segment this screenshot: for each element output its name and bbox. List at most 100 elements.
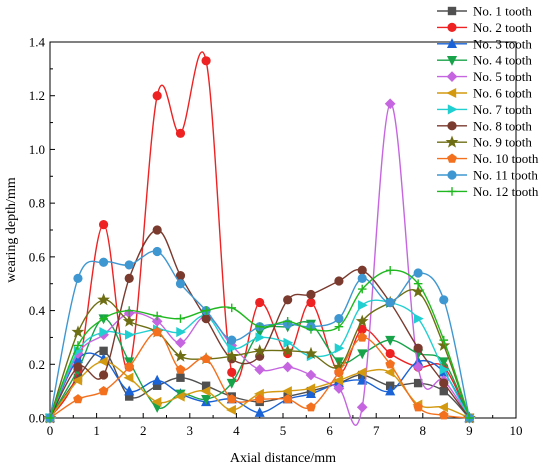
legend-marker bbox=[445, 135, 459, 148]
x-tick-label: 5 bbox=[280, 423, 287, 438]
data-point bbox=[255, 322, 264, 331]
data-point bbox=[73, 394, 83, 404]
data-point bbox=[439, 386, 448, 396]
data-point bbox=[305, 383, 316, 394]
data-point bbox=[438, 410, 449, 420]
legend-marker bbox=[447, 153, 457, 163]
data-point bbox=[437, 338, 451, 351]
data-point bbox=[73, 273, 83, 283]
data-point bbox=[98, 386, 109, 396]
data-point bbox=[125, 329, 135, 340]
legend-item: No. 9 tooth bbox=[437, 135, 532, 150]
data-point bbox=[306, 402, 316, 412]
legend-marker bbox=[446, 38, 458, 48]
data-point bbox=[439, 295, 449, 305]
data-point bbox=[152, 246, 162, 257]
y-tick-label: 0.2 bbox=[29, 357, 45, 372]
series-10 bbox=[45, 327, 475, 423]
data-point bbox=[227, 335, 237, 345]
data-point bbox=[99, 327, 110, 338]
data-point bbox=[356, 367, 367, 378]
data-point bbox=[438, 402, 448, 413]
x-tick-label: 0 bbox=[47, 423, 54, 438]
data-point bbox=[306, 325, 316, 334]
data-point bbox=[357, 284, 367, 294]
data-point bbox=[254, 406, 265, 417]
data-point bbox=[226, 394, 237, 404]
data-point bbox=[385, 385, 396, 396]
data-point bbox=[124, 385, 135, 396]
legend-item: No. 7 tooth bbox=[437, 102, 532, 117]
data-point bbox=[255, 332, 266, 343]
data-point bbox=[413, 279, 423, 289]
data-point bbox=[254, 364, 266, 376]
data-point bbox=[384, 98, 396, 110]
data-point bbox=[465, 413, 474, 423]
data-point bbox=[283, 337, 294, 348]
data-point bbox=[174, 391, 185, 402]
data-point bbox=[45, 413, 55, 423]
data-point bbox=[384, 367, 395, 378]
data-point bbox=[201, 306, 211, 315]
legend-label: No. 3 tooth bbox=[473, 36, 532, 51]
y-tick-label: 0.6 bbox=[29, 249, 46, 264]
data-point bbox=[385, 265, 395, 275]
data-point bbox=[200, 386, 211, 397]
data-point bbox=[98, 370, 109, 380]
y-tick-label: 0.4 bbox=[29, 303, 46, 318]
data-point bbox=[201, 353, 211, 364]
legend-label: No. 7 tooth bbox=[473, 102, 532, 117]
data-point bbox=[282, 361, 294, 373]
legend-label: No. 5 tooth bbox=[473, 69, 532, 84]
legend-label: No. 8 tooth bbox=[473, 118, 532, 133]
data-point bbox=[333, 383, 345, 394]
data-point bbox=[152, 225, 162, 235]
data-point bbox=[174, 349, 187, 362]
data-point bbox=[357, 349, 368, 360]
data-point bbox=[99, 314, 108, 323]
data-point bbox=[176, 327, 187, 338]
legend-marker bbox=[447, 104, 458, 115]
y-tick-label: 0.8 bbox=[29, 196, 45, 211]
data-point bbox=[73, 362, 83, 372]
data-point bbox=[413, 268, 423, 278]
data-point bbox=[334, 314, 344, 324]
legend-marker bbox=[447, 6, 457, 16]
data-point bbox=[175, 128, 186, 138]
data-point bbox=[122, 314, 136, 327]
data-point bbox=[123, 372, 134, 383]
data-point bbox=[225, 349, 239, 362]
x-tick-label: 8 bbox=[420, 423, 427, 438]
data-point bbox=[124, 260, 134, 270]
legend-marker bbox=[446, 87, 457, 99]
data-point bbox=[152, 91, 162, 101]
data-point bbox=[124, 306, 134, 315]
legend-marker bbox=[447, 22, 457, 33]
data-point bbox=[439, 378, 449, 388]
data-point bbox=[385, 348, 395, 359]
data-point bbox=[283, 317, 292, 326]
y-tick-label: 1.2 bbox=[29, 88, 45, 103]
legend-label: No. 9 tooth bbox=[473, 135, 532, 150]
data-point bbox=[413, 402, 423, 412]
data-point bbox=[253, 344, 267, 357]
data-point bbox=[306, 289, 316, 300]
legend-item: No. 11 tooth bbox=[437, 168, 538, 183]
legend-label: No. 2 tooth bbox=[473, 20, 532, 35]
legend-item: No. 6 tooth bbox=[437, 86, 532, 101]
data-point bbox=[227, 367, 237, 377]
data-point bbox=[355, 314, 369, 327]
data-point bbox=[334, 367, 344, 377]
data-point bbox=[385, 335, 396, 346]
data-point bbox=[305, 369, 317, 381]
data-point bbox=[357, 374, 368, 385]
legend-marker bbox=[447, 187, 457, 196]
data-point bbox=[152, 374, 163, 385]
series-line bbox=[49, 51, 471, 419]
data-point bbox=[152, 327, 163, 337]
legend-item: No. 10 tooth bbox=[437, 151, 539, 166]
data-point bbox=[385, 359, 396, 369]
y-tick-label: 1.4 bbox=[29, 35, 46, 50]
data-point bbox=[201, 56, 211, 66]
y-tick-label: 0.0 bbox=[29, 411, 45, 426]
